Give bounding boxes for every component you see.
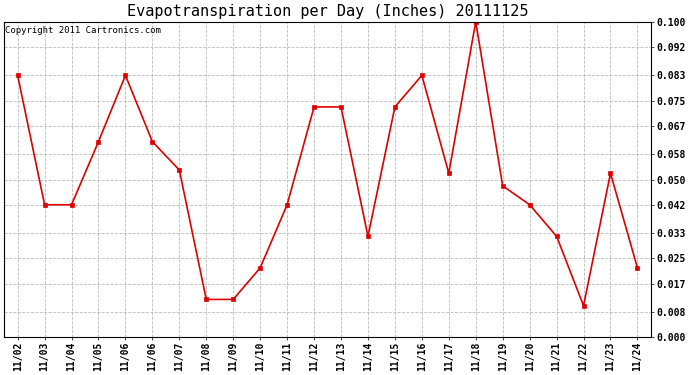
Title: Evapotranspiration per Day (Inches) 20111125: Evapotranspiration per Day (Inches) 2011… (127, 4, 529, 19)
Text: Copyright 2011 Cartronics.com: Copyright 2011 Cartronics.com (6, 27, 161, 36)
